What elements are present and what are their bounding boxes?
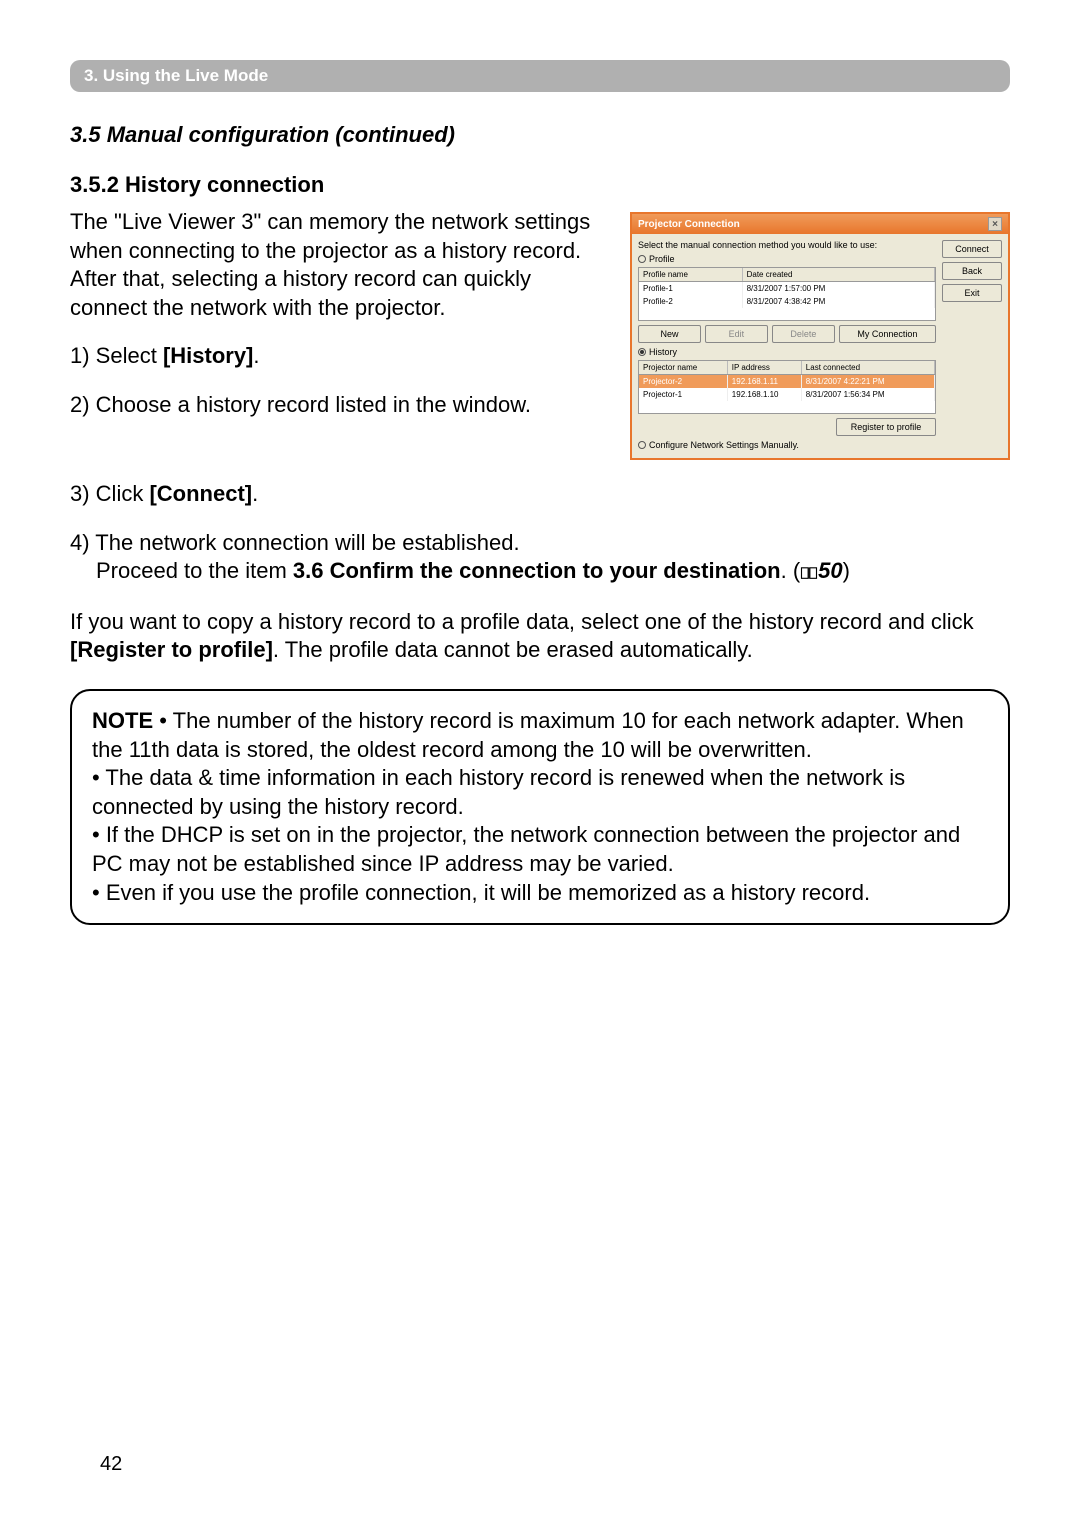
hist-col-ip: IP address xyxy=(728,361,802,374)
note-label: NOTE xyxy=(92,708,153,733)
header-bar: 3. Using the Live Mode xyxy=(70,60,1010,92)
table-row[interactable]: Projector-1 192.168.1.10 8/31/2007 1:56:… xyxy=(639,388,935,401)
register-row: Register to profile xyxy=(638,418,936,436)
cell: 8/31/2007 4:38:42 PM xyxy=(743,295,935,308)
step1-post: . xyxy=(253,343,259,368)
note-4: • Even if you use the profile connection… xyxy=(92,880,870,905)
dialog-body: Select the manual connection method you … xyxy=(632,234,1008,458)
content-left: The "Live Viewer 3" can memory the netwo… xyxy=(70,208,610,440)
cell: Profile-2 xyxy=(639,295,743,308)
step-4: 4) The network connection will be establ… xyxy=(70,529,1010,586)
edit-button[interactable]: Edit xyxy=(705,325,768,343)
book-icon xyxy=(800,559,818,573)
history-table-head: Projector name IP address Last connected xyxy=(639,361,935,375)
dialog-screenshot: Projector Connection × Select the manual… xyxy=(630,212,1010,460)
cell: Profile-1 xyxy=(639,282,743,295)
step-1: 1) Select [History]. xyxy=(70,342,610,371)
close-icon[interactable]: × xyxy=(988,217,1002,231)
cell: 8/31/2007 1:56:34 PM xyxy=(802,388,935,401)
radio-history[interactable]: History xyxy=(638,347,936,357)
dialog-titlebar: Projector Connection × xyxy=(632,214,1008,234)
profile-button-row: New Edit Delete My Connection xyxy=(638,325,936,343)
radio-manual-label: Configure Network Settings Manually. xyxy=(649,440,799,450)
profile-col-date: Date created xyxy=(743,268,935,281)
radio-dot-icon xyxy=(638,348,646,356)
note-2: • The data & time information in each hi… xyxy=(92,765,905,819)
step4-bold: 3.6 Confirm the connection to your desti… xyxy=(293,558,781,583)
cell: 8/31/2007 4:22:21 PM xyxy=(802,375,935,388)
step4-line1: 4) The network connection will be establ… xyxy=(70,529,1010,558)
note-box: NOTE • The number of the history record … xyxy=(70,689,1010,925)
step3-bold: [Connect] xyxy=(149,481,252,506)
radio-dot-icon xyxy=(638,441,646,449)
new-button[interactable]: New xyxy=(638,325,701,343)
content-row: The "Live Viewer 3" can memory the netwo… xyxy=(70,208,1010,460)
step1-pre: 1) Select xyxy=(70,343,163,368)
radio-history-label: History xyxy=(649,347,677,357)
register-to-profile-button[interactable]: Register to profile xyxy=(836,418,936,436)
note-3: • If the DHCP is set on in the projector… xyxy=(92,822,960,876)
profile-table: Profile name Date created Profile-1 8/31… xyxy=(638,267,936,321)
dialog-prompt: Select the manual connection method you … xyxy=(638,240,936,250)
dialog-side: Connect Back Exit xyxy=(942,240,1002,452)
dialog-main: Select the manual connection method you … xyxy=(638,240,936,452)
hist-col-name: Projector name xyxy=(639,361,728,374)
page-number: 42 xyxy=(100,1453,122,1476)
table-row[interactable]: Projector-2 192.168.1.11 8/31/2007 4:22:… xyxy=(639,375,935,388)
delete-button[interactable]: Delete xyxy=(772,325,835,343)
step1-bold: [History] xyxy=(163,343,253,368)
step4-post: . ( xyxy=(781,558,801,583)
table-row[interactable]: Profile-1 8/31/2007 1:57:00 PM xyxy=(639,282,935,295)
connect-button[interactable]: Connect xyxy=(942,240,1002,258)
subsection-title: 3.5.2 History connection xyxy=(70,172,1010,198)
cell: Projector-1 xyxy=(639,388,728,401)
profile-col-name: Profile name xyxy=(639,268,743,281)
note-1: • The number of the history record is ma… xyxy=(92,708,964,762)
my-connection-button[interactable]: My Connection xyxy=(839,325,936,343)
back-button[interactable]: Back xyxy=(942,262,1002,280)
cell: 192.168.1.11 xyxy=(728,375,802,388)
hist-col-last: Last connected xyxy=(802,361,935,374)
step4-close: ) xyxy=(843,558,850,583)
table-row[interactable]: Profile-2 8/31/2007 4:38:42 PM xyxy=(639,295,935,308)
radio-manual[interactable]: Configure Network Settings Manually. xyxy=(638,440,936,450)
header-text: 3. Using the Live Mode xyxy=(84,66,268,85)
step3-post: . xyxy=(252,481,258,506)
exit-button[interactable]: Exit xyxy=(942,284,1002,302)
section-title: 3.5 Manual configuration (continued) xyxy=(70,122,1010,148)
step-2: 2) Choose a history record listed in the… xyxy=(70,391,610,420)
cell: Projector-2 xyxy=(639,375,728,388)
cell: 192.168.1.10 xyxy=(728,388,802,401)
step4-pre: Proceed to the item xyxy=(96,558,293,583)
intro-text: The "Live Viewer 3" can memory the netwo… xyxy=(70,208,610,322)
page-ref: 50 xyxy=(818,558,842,583)
dialog-title-text: Projector Connection xyxy=(638,219,740,230)
radio-profile-label: Profile xyxy=(649,254,675,264)
radio-dot-icon xyxy=(638,255,646,263)
history-table: Projector name IP address Last connected… xyxy=(638,360,936,414)
step4-line2: Proceed to the item 3.6 Confirm the conn… xyxy=(96,557,1010,586)
para-post: . The profile data cannot be erased auto… xyxy=(273,637,753,662)
para-pre: If you want to copy a history record to … xyxy=(70,609,974,634)
cell: 8/31/2007 1:57:00 PM xyxy=(743,282,935,295)
step3-pre: 3) Click xyxy=(70,481,149,506)
profile-table-head: Profile name Date created xyxy=(639,268,935,282)
step-3: 3) Click [Connect]. xyxy=(70,480,1010,509)
register-paragraph: If you want to copy a history record to … xyxy=(70,608,1010,665)
radio-profile[interactable]: Profile xyxy=(638,254,936,264)
para-bold: [Register to profile] xyxy=(70,637,273,662)
